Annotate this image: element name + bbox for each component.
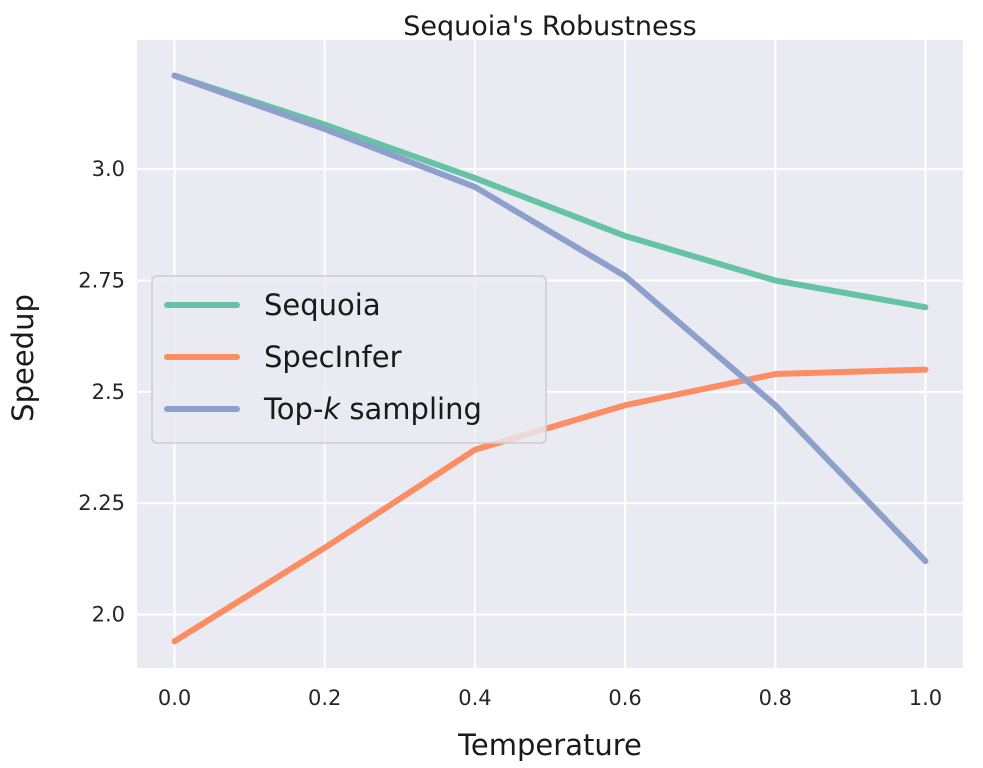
x-tick-label: 0.8: [759, 686, 792, 710]
y-tick-label: 2.25: [78, 491, 125, 515]
legend-label-topk-a: Top-: [263, 392, 323, 426]
y-tick-label: 2.75: [78, 269, 125, 293]
series-lines: [171, 72, 929, 645]
x-tick-label: 0.4: [458, 686, 491, 710]
legend-label-topk: Top-k sampling: [263, 392, 482, 426]
series-line-1: [171, 366, 929, 645]
legend-label-specinfer: SpecInfer: [264, 340, 402, 374]
series-line-2: [171, 72, 929, 565]
x-tick-label: 0.0: [158, 686, 191, 710]
y-tick-label: 3.0: [92, 157, 125, 181]
tick-labels: 0.0 0.2 0.4 0.6 0.8 1.0 2.0 2.25 2.5 2.75 3.0: [78, 157, 942, 710]
legend-label-topk-b: sampling: [340, 392, 482, 426]
x-tick-label: 0.6: [608, 686, 641, 710]
x-tick-label: 0.2: [308, 686, 341, 710]
y-tick-label: 2.0: [92, 603, 125, 627]
chart-title: Sequoia's Robustness: [403, 11, 696, 42]
legend-label-sequoia: Sequoia: [264, 288, 381, 322]
x-tick-label: 1.0: [909, 686, 942, 710]
legend: Sequoia SpecInfer Top-k sampling: [151, 275, 547, 444]
legend-box: [151, 275, 547, 444]
series-line-0: [171, 72, 929, 311]
x-axis-label: Temperature: [457, 728, 642, 762]
y-tick-label: 2.5: [92, 380, 125, 404]
legend-label-topk-k: k: [323, 392, 341, 426]
y-axis-label: Speedup: [6, 294, 40, 422]
